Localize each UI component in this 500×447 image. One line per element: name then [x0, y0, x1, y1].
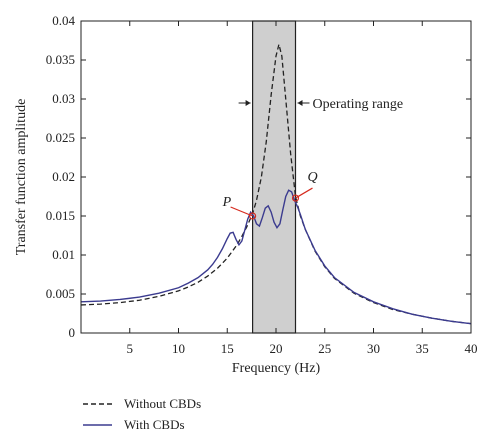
y-tick-label: 0.04: [52, 13, 75, 28]
y-tick-label: 0.015: [46, 208, 75, 223]
y-axis-title: Transfer function amplitude: [14, 99, 29, 256]
x-tick-label: 35: [416, 341, 429, 356]
legend-label-without-cbds: Without CBDs: [124, 396, 201, 411]
x-axis-title: Frequency (Hz): [232, 361, 321, 376]
y-tick-label: 0.01: [52, 247, 75, 262]
y-tick-label: 0.03: [52, 91, 75, 106]
operating-range-right-arrowhead: [297, 100, 303, 106]
operating-range-left-arrowhead: [245, 100, 251, 106]
ticks-layer: 5 10 15 20 25 30 35 40 0 0.005 0.01 0.015 0.02 0.025 0…: [46, 13, 478, 356]
y-tick-label: 0.025: [46, 130, 75, 145]
x-tick-label: 5: [127, 341, 134, 356]
point-label-q: Q: [308, 170, 318, 185]
operating-range-band-layer: [252, 20, 297, 334]
y-tick-label: 0.02: [52, 169, 75, 184]
legend-label-with-cbds: With CBDs: [124, 417, 185, 432]
y-tick-label: 0.035: [46, 52, 75, 67]
annotation-layer: Operating range P Q: [222, 97, 404, 220]
operating-range-label: Operating range: [313, 97, 404, 112]
y-tick-label: 0: [69, 325, 76, 340]
x-tick-label: 40: [465, 341, 478, 356]
series-layer: [80, 44, 472, 325]
series-line-without-cbds: [80, 44, 472, 325]
y-tick-label: 0.005: [46, 286, 75, 301]
x-tick-label: 20: [270, 341, 283, 356]
x-tick-label: 15: [221, 341, 234, 356]
point-arrow-p: [230, 206, 253, 217]
operating-range-band: [252, 20, 297, 334]
x-tick-label: 25: [318, 341, 331, 356]
point-marker-p: [249, 212, 257, 220]
point-label-p: P: [222, 195, 232, 210]
legend: Without CBDs With CBDs: [83, 396, 201, 432]
x-tick-label: 30: [367, 341, 380, 356]
series-line-with-cbds: [80, 189, 472, 325]
point-marker-q: [291, 194, 300, 202]
x-tick-label: 10: [172, 341, 185, 356]
point-arrow-q: [295, 187, 313, 199]
